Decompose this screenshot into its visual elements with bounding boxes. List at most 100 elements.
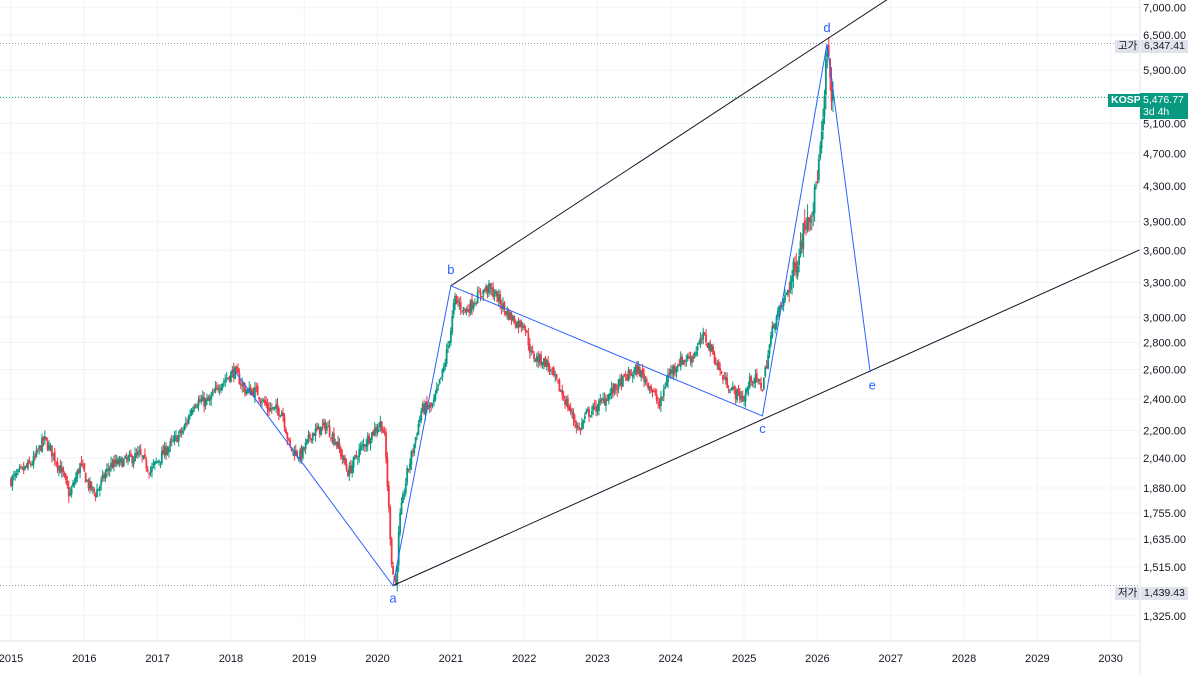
candle-body xyxy=(170,439,173,441)
candle-body xyxy=(224,379,227,381)
candle-body xyxy=(613,383,616,392)
candle-body xyxy=(189,414,191,416)
candle-body xyxy=(261,402,263,404)
candle-body xyxy=(665,381,668,387)
candle-body xyxy=(588,408,590,417)
candle-body xyxy=(805,226,808,229)
candle-body xyxy=(232,368,235,378)
candle-body xyxy=(674,366,676,371)
candle-body xyxy=(239,384,242,386)
candle-body xyxy=(269,407,272,411)
candle-body xyxy=(306,439,308,443)
candle-body xyxy=(361,444,363,447)
candle-body xyxy=(29,463,32,465)
candle-body xyxy=(135,453,138,455)
candle-body xyxy=(235,367,238,370)
candle-body xyxy=(60,467,63,472)
y-tick-label: 4,700.00 xyxy=(1143,148,1186,160)
candle-body xyxy=(183,425,186,430)
time-axis[interactable]: 2015 2016 2017 2018 2019 2020 2021 2022 2023 2024… xyxy=(0,640,1140,665)
candle-body xyxy=(320,426,323,436)
candle-body xyxy=(341,454,344,459)
drawing-lines[interactable] xyxy=(234,0,1141,587)
candle-body xyxy=(599,399,602,403)
candle-body xyxy=(430,402,433,407)
candle-body xyxy=(382,429,385,433)
candle-body xyxy=(502,303,504,310)
candle-body xyxy=(201,396,204,402)
candle-body xyxy=(56,462,59,469)
candle-body xyxy=(146,469,149,472)
candle-body xyxy=(63,472,66,476)
candle-body xyxy=(471,299,473,309)
candle-body xyxy=(762,377,765,390)
candle-body xyxy=(538,354,541,363)
x-tick-label: 2029 xyxy=(1025,653,1049,665)
x-tick-label: 2024 xyxy=(659,653,683,665)
x-tick-label: 2018 xyxy=(219,653,243,665)
candle-body xyxy=(327,426,330,428)
candle-body xyxy=(820,132,823,148)
candle-body xyxy=(169,440,172,447)
candle-body xyxy=(559,391,562,393)
candle-body xyxy=(214,387,217,392)
candle-body xyxy=(454,295,456,305)
candle-body xyxy=(583,415,586,419)
candle-body xyxy=(316,427,318,429)
candle-body xyxy=(378,426,380,428)
candle-body xyxy=(277,408,280,416)
candle-body xyxy=(372,430,375,435)
candle-body xyxy=(593,403,596,405)
candle-body xyxy=(67,486,70,497)
candle-body xyxy=(317,425,320,430)
candle-body xyxy=(765,366,768,368)
candle-body xyxy=(166,451,169,454)
candle-body xyxy=(420,410,423,421)
candle-body xyxy=(612,387,614,394)
candle-body xyxy=(399,512,402,533)
candle-body xyxy=(668,373,671,375)
candle-body xyxy=(562,396,565,399)
candle-body xyxy=(535,355,538,362)
candle-body xyxy=(110,462,112,467)
chart-grid xyxy=(0,0,1140,640)
y-tick-label: 1,755.00 xyxy=(1143,508,1186,520)
candle-body xyxy=(606,400,609,402)
y-tick-label: 5,900.00 xyxy=(1143,65,1186,77)
candle-body xyxy=(160,451,163,464)
candle-body xyxy=(411,451,414,453)
candle-body xyxy=(698,342,700,345)
candle-body xyxy=(715,363,717,365)
candle-body xyxy=(407,468,410,470)
candle-body xyxy=(83,463,86,472)
candle-body xyxy=(640,370,643,378)
candle-body xyxy=(65,475,67,480)
candle-body xyxy=(173,436,176,442)
candle-body xyxy=(177,434,180,442)
candle-body xyxy=(18,468,21,470)
candle-body xyxy=(211,391,214,396)
candle-body xyxy=(741,395,744,402)
candle-body xyxy=(738,391,741,400)
y-tick-label: 1,325.00 xyxy=(1143,611,1186,623)
candle-body xyxy=(664,387,667,389)
candle-body xyxy=(301,446,304,459)
candle-body xyxy=(824,58,827,95)
candle-body xyxy=(136,451,139,456)
candle-body xyxy=(296,451,299,457)
candle-body xyxy=(268,407,270,412)
candle-body xyxy=(148,473,151,475)
candle-body xyxy=(162,449,165,455)
candle-body xyxy=(561,389,564,396)
candle-body xyxy=(555,374,558,380)
candle-body xyxy=(231,370,234,374)
candle-body xyxy=(324,422,327,431)
price-axis[interactable]: 7,000.00 6,500.00 5,900.00 5,100.00 4,700.00… xyxy=(1139,0,1186,675)
candle-body xyxy=(84,472,87,483)
candle-body xyxy=(489,283,492,289)
candle-body xyxy=(258,397,261,400)
candle-body xyxy=(651,390,654,392)
candle-body xyxy=(318,427,321,435)
candle-body xyxy=(131,455,134,464)
